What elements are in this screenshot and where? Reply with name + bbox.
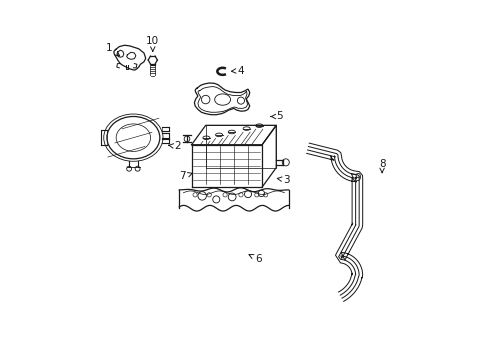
Text: 9: 9 [350,173,360,183]
Text: 8: 8 [378,159,385,172]
Text: 6: 6 [248,255,262,264]
Text: 7: 7 [179,171,192,181]
Text: 4: 4 [231,66,244,76]
Text: 1: 1 [105,43,120,56]
Text: 5: 5 [270,112,283,121]
Text: 2: 2 [168,141,181,152]
Text: 10: 10 [146,36,159,51]
Text: 3: 3 [277,175,289,185]
